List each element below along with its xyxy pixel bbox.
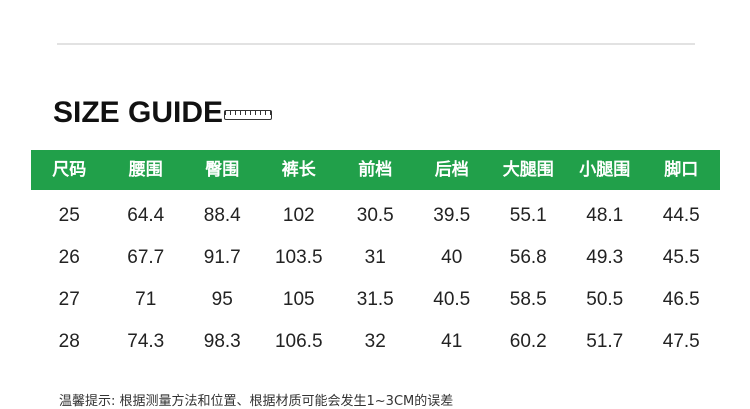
table-cell: 102	[282, 205, 315, 226]
table-cell: 30.5	[356, 205, 394, 226]
table-row: 26 67.7 91.7 103.5 31 40 56.8 49.3 45.5	[31, 232, 720, 274]
column-header: 脚口	[664, 160, 699, 180]
ruler-icon	[224, 110, 272, 120]
table-cell: 51.7	[586, 331, 624, 352]
table-cell: 74.3	[127, 331, 165, 352]
table-cell: 40.5	[433, 289, 471, 310]
table-cell: 105	[282, 289, 315, 310]
table-cell: 26	[58, 247, 80, 268]
table-cell: 31.5	[356, 289, 394, 310]
column-header: 小腿围	[579, 160, 631, 180]
column-header: 腰围	[128, 160, 163, 180]
column-header: 臀围	[205, 160, 240, 180]
divider	[57, 43, 695, 45]
table-cell: 95	[211, 289, 233, 310]
table-cell: 25	[58, 205, 80, 226]
table-cell: 91.7	[203, 247, 241, 268]
table-cell: 58.5	[509, 289, 547, 310]
table-row: 28 74.3 98.3 106.5 32 41 60.2 51.7 47.5	[31, 316, 720, 358]
disclaimer-note: 温馨提示: 根据测量方法和位置、根据材质可能会发生1~3CM的误差	[59, 394, 454, 409]
table-cell: 64.4	[127, 205, 165, 226]
table-cell: 40	[441, 247, 463, 268]
table-cell: 28	[58, 331, 80, 352]
table-cell: 71	[135, 289, 157, 310]
table-cell: 39.5	[433, 205, 471, 226]
column-header: 大腿围	[502, 160, 554, 180]
table-header: 尺码 腰围 臀围 裤长 前档 后档 大腿围 小腿围 脚口	[31, 150, 720, 190]
table-cell: 60.2	[509, 331, 547, 352]
table-cell: 31	[364, 247, 386, 268]
column-header: 尺码	[52, 160, 87, 180]
table-cell: 50.5	[586, 289, 624, 310]
size-table: 尺码 腰围 臀围 裤长 前档 后档 大腿围 小腿围 脚口 25 64.4 88.4 102 30.5 39…	[31, 150, 720, 358]
column-header: 前档	[358, 160, 393, 180]
table-cell: 45.5	[662, 247, 700, 268]
table-row: 27 71 95 105 31.5 40.5 58.5 50.5 46.5	[31, 274, 720, 316]
table-cell: 106.5	[274, 331, 323, 352]
table-cell: 48.1	[586, 205, 624, 226]
table-cell: 47.5	[662, 331, 700, 352]
table-cell: 44.5	[662, 205, 700, 226]
table-cell: 27	[58, 289, 80, 310]
table-row: 25 64.4 88.4 102 30.5 39.5 55.1 48.1 44.5	[31, 190, 720, 232]
table-cell: 56.8	[509, 247, 547, 268]
column-header: 裤长	[281, 160, 316, 180]
page-title: SIZE GUIDE	[53, 96, 224, 129]
table-cell: 103.5	[274, 247, 323, 268]
table-cell: 98.3	[203, 331, 241, 352]
table-cell: 55.1	[509, 205, 547, 226]
table-cell: 49.3	[586, 247, 624, 268]
table-cell: 46.5	[662, 289, 700, 310]
table-cell: 67.7	[127, 247, 165, 268]
table-cell: 41	[441, 331, 463, 352]
table-cell: 32	[364, 331, 386, 352]
table-cell: 88.4	[203, 205, 241, 226]
column-header: 后档	[434, 160, 469, 180]
